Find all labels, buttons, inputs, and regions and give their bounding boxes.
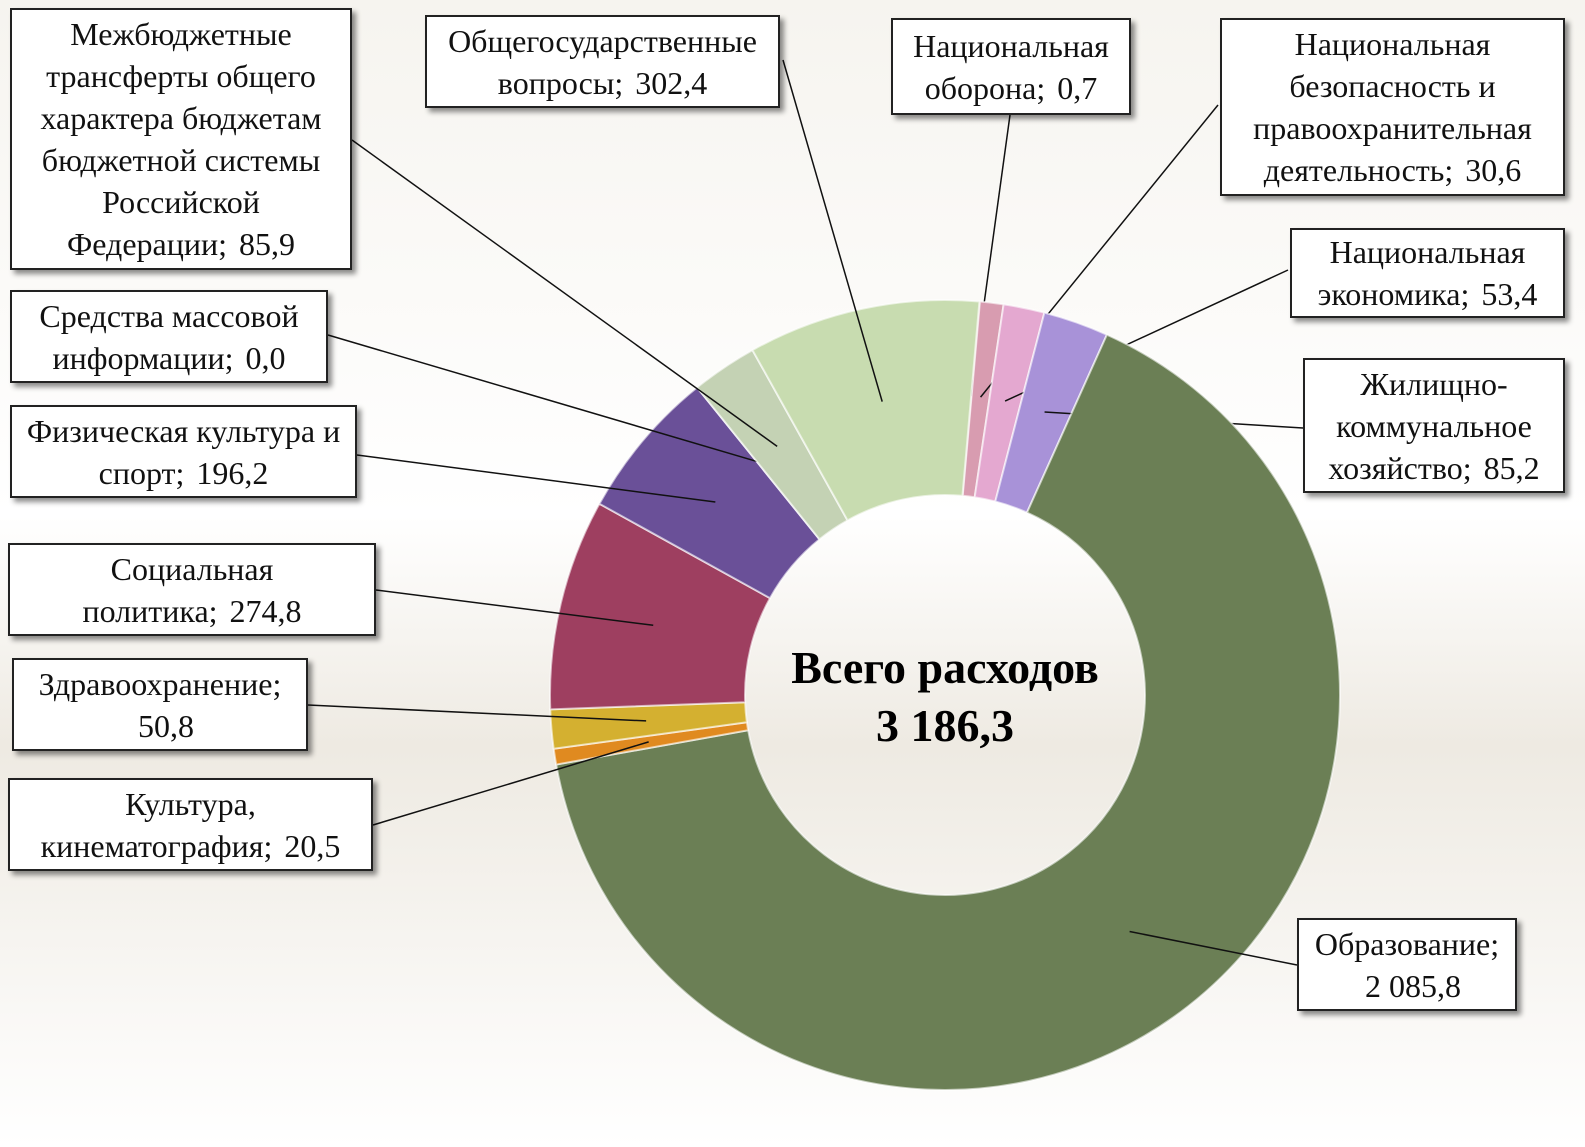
data-label: Культура, кинематография; 20,5 [8,778,373,871]
value-label: 30,6 [1465,152,1522,188]
value-label: 50,8 [138,707,194,744]
data-label: Жилищно-коммунальное хозяйство; 85,2 [1303,358,1565,493]
label-text: Жилищно-коммунальное хозяйство; 85,2 [1311,363,1557,489]
label-text: Национальная безопасность и правоохранит… [1228,23,1557,191]
leader-line [782,59,883,402]
label-text: Физическая культура и спорт; 196,2 [18,410,349,494]
label-text: Образование; 2 085,8 [1305,923,1509,1007]
label-text: Социальная политика; 274,8 [16,548,368,632]
label-text: Культура, кинематография; 20,5 [16,783,365,867]
category-label: Жилищно-коммунальное хозяйство; [1328,365,1532,486]
category-label: Культура, кинематография; [40,785,273,864]
data-label: Здравоохранение; 50,8 [12,658,308,751]
value-label: 53,4 [1481,276,1538,312]
data-label: Национальная безопасность и правоохранит… [1220,18,1565,196]
category-label: Социальная политика; [82,550,274,629]
category-label: Национальная экономика; [1317,234,1526,312]
value-label: 0,7 [1057,69,1098,106]
donut-slice [751,299,981,522]
leader-line [1129,930,1298,966]
leader-line [356,454,716,503]
leader-line [375,589,654,627]
category-label: Средства массовой информации; [39,297,299,376]
data-label: Национальная экономика; 53,4 [1290,228,1565,318]
value-label: 20,5 [284,827,341,864]
leader-line [307,704,647,722]
donut-slice [555,333,1341,1091]
data-label: Межбюджетные трансферты общего характера… [10,8,352,270]
label-text: Национальная экономика; 53,4 [1298,231,1557,315]
data-label: Образование; 2 085,8 [1297,918,1517,1011]
leader-line [351,139,778,447]
label-text: Национальная оборона; 0,7 [899,25,1123,109]
data-label: Средства массовой информации; 0,0 [10,290,328,383]
center-title: Всего расходов [791,642,1099,693]
data-label: Социальная политика; 274,8 [8,543,376,636]
value-label: 85,9 [239,226,295,262]
data-label: Общегосударственные вопросы; 302,4 [425,15,780,108]
category-label: Межбюджетные трансферты общего характера… [40,16,322,262]
leader-line [327,334,757,463]
value-label: 0,0 [245,339,286,376]
data-label: Национальная оборона; 0,7 [891,18,1131,115]
value-label: 302,4 [635,64,708,101]
category-label: Общегосударственные вопросы; [448,22,757,101]
label-text: Здравоохранение; 50,8 [20,663,300,747]
value-label: 85,2 [1483,449,1540,486]
label-text: Общегосударственные вопросы; 302,4 [433,20,772,104]
category-label: Национальная безопасность и правоохранит… [1253,26,1532,188]
total-label: 3 186,3 [876,700,1014,751]
data-label: Физическая культура и спорт; 196,2 [10,405,357,498]
label-text: Средства массовой информации; 0,0 [18,295,320,379]
category-label: Здравоохранение; [38,665,282,702]
value-label: 2 085,8 [1365,967,1461,1004]
category-label: Образование; [1314,925,1500,962]
category-label: Национальная оборона; [913,27,1109,106]
leader-line [372,741,649,826]
category-label: Физическая культура и спорт; [26,412,341,491]
label-text: Межбюджетные трансферты общего характера… [18,13,344,265]
value-label: 196,2 [196,454,269,491]
value-label: 274,8 [229,592,302,629]
